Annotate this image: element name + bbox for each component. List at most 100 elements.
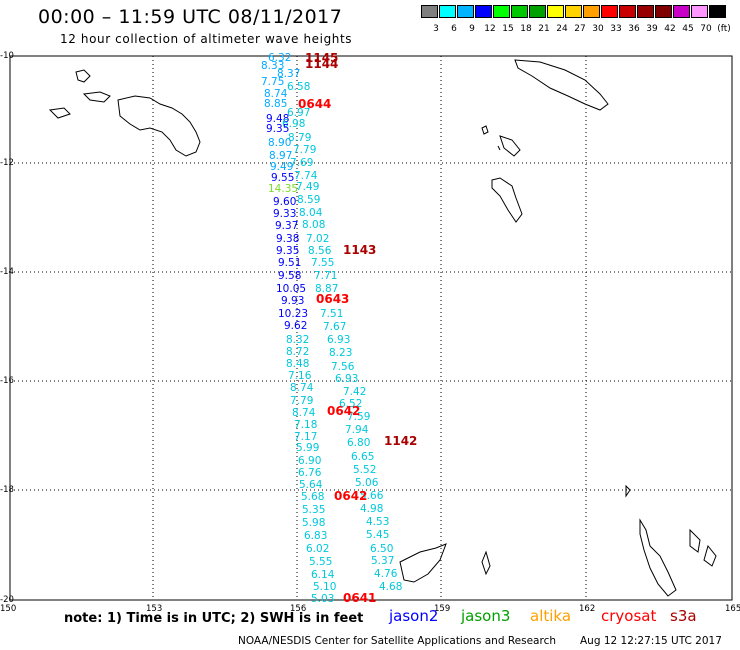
wave-height-label: 8.48: [286, 358, 310, 370]
wave-height-label: 8.37: [277, 68, 301, 80]
wave-height-label: 9.62: [284, 320, 308, 332]
wave-height-label: 7.49: [296, 181, 320, 193]
color-scale-label: 27: [574, 24, 586, 34]
latitude-tick-label: -12: [0, 158, 14, 168]
wave-height-label: 7.69: [290, 157, 314, 169]
wave-height-label: 7.16: [288, 370, 312, 382]
wave-height-label: 8.33: [261, 60, 285, 72]
color-scale-label: 18: [520, 24, 532, 34]
color-swatch: [637, 5, 654, 18]
wave-height-label: 6.98: [282, 118, 306, 130]
coastline-new-caledonia-north: [399, 543, 491, 583]
color-scale-label: 36: [628, 24, 640, 34]
pass-time-label: 0643: [316, 292, 350, 306]
wave-height-label: 9.93: [281, 295, 305, 307]
legend-item-jason3: jason3: [461, 607, 511, 625]
color-scale-label: (ft): [717, 24, 731, 34]
color-swatch: [673, 5, 690, 18]
coastline-islets: [481, 125, 523, 223]
wave-height-label: 7.74: [294, 170, 318, 182]
color-scale-label: 70: [700, 24, 712, 34]
latitude-tick-label: -10: [0, 51, 14, 61]
color-scale-label: 39: [646, 24, 658, 34]
wave-height-label: 7.56: [331, 361, 355, 373]
wave-height-label: 9.35: [276, 245, 300, 257]
color-swatch: [529, 5, 546, 18]
latitude-tick-label: -20: [0, 595, 14, 605]
map-title: 00:00 – 11:59 UTC 08/11/2017: [38, 6, 343, 28]
wave-height-label: 14.35: [268, 183, 299, 195]
wave-height-label: 8.97: [269, 150, 293, 162]
color-scale-label: 42: [664, 24, 676, 34]
wave-height-label: 7.67: [323, 321, 347, 333]
wave-height-label: 7.55: [311, 257, 335, 269]
wave-height-label: 8.23: [329, 347, 353, 359]
color-swatch: [475, 5, 492, 18]
wave-height-label: 8.32: [286, 334, 310, 346]
color-swatch: [511, 5, 528, 18]
wave-height-label: 9.35: [266, 123, 290, 135]
wave-height-label: 7.79: [293, 144, 317, 156]
color-scale-label: 24: [556, 24, 568, 34]
legend-item-altika: altika: [530, 607, 572, 625]
wave-height-label: 9.38: [276, 233, 300, 245]
color-scale-label: 45: [682, 24, 694, 34]
wave-height-label: 5.68: [301, 491, 325, 503]
wave-height-label: 4.53: [366, 516, 390, 528]
latitude-tick-label: -16: [0, 376, 14, 386]
timestamp-text: Aug 12 12:27:15 UTC 2017: [580, 635, 722, 647]
pass-time-label: 0642: [327, 404, 361, 418]
longitude-tick-label: 162: [579, 604, 596, 614]
pass-time-label: 0644: [298, 97, 332, 111]
color-scale-label: 30: [592, 24, 604, 34]
wave-height-label: 6.93: [327, 334, 351, 346]
wave-height-label: 9.55: [271, 172, 295, 184]
wave-height-label: 5.64: [299, 479, 323, 491]
color-swatch: [439, 5, 456, 18]
wave-height-label: 6.58: [287, 81, 311, 93]
wave-height-label: 5.03: [311, 593, 335, 605]
pass-time-label: 0642: [334, 489, 368, 503]
wave-height-label: 6.65: [351, 451, 375, 463]
color-swatch: [547, 5, 564, 18]
map-frame: [9, 55, 733, 601]
wave-height-label: 8.74: [292, 407, 316, 419]
map-subtitle: 12 hour collection of altimeter wave hei…: [60, 32, 353, 46]
wave-height-label: 5.35: [302, 504, 326, 516]
coastline-bougainville: [514, 59, 609, 111]
color-swatch: [619, 5, 636, 18]
color-swatch: [709, 5, 726, 18]
wave-height-label: 6.83: [304, 530, 328, 542]
wave-height-label: 9.33: [273, 208, 297, 220]
wave-height-label: 6.50: [370, 543, 394, 555]
color-swatch: [691, 5, 708, 18]
wave-height-label: 9.37: [275, 220, 299, 232]
longitude-tick-label: 153: [146, 604, 163, 614]
wave-height-label: 6.97: [287, 107, 311, 119]
wave-height-label: 8.08: [302, 219, 326, 231]
wave-height-label: 8.79: [288, 132, 312, 144]
wave-height-label: 6.93: [335, 373, 359, 385]
wave-height-label: 4.76: [374, 568, 398, 580]
color-swatch: [493, 5, 510, 18]
wave-height-label: 4.98: [360, 503, 384, 515]
wave-height-label: 6.80: [347, 437, 371, 449]
wave-height-label: 5.06: [355, 477, 379, 489]
latitude-tick-label: -18: [0, 485, 14, 495]
credit-text: NOAA/NESDIS Center for Satellite Applica…: [238, 635, 556, 647]
wave-height-label: 7.59: [347, 411, 371, 423]
wave-height-label: 5.66: [360, 490, 384, 502]
coastline-vanuatu: [625, 484, 717, 597]
wave-height-label: 5.10: [313, 581, 337, 593]
color-swatch: [457, 5, 474, 18]
wave-height-label: 6.14: [311, 569, 335, 581]
wave-height-label: 7.17: [294, 431, 318, 443]
wave-height-label: 7.42: [343, 386, 367, 398]
legend-item-cryosat: cryosat: [601, 607, 657, 625]
wave-height-label: 4.68: [379, 581, 403, 593]
wave-height-label: 8.74: [290, 382, 314, 394]
latitude-tick-label: -14: [0, 267, 14, 277]
color-swatch: [421, 5, 438, 18]
wave-height-label: 5.52: [353, 464, 377, 476]
